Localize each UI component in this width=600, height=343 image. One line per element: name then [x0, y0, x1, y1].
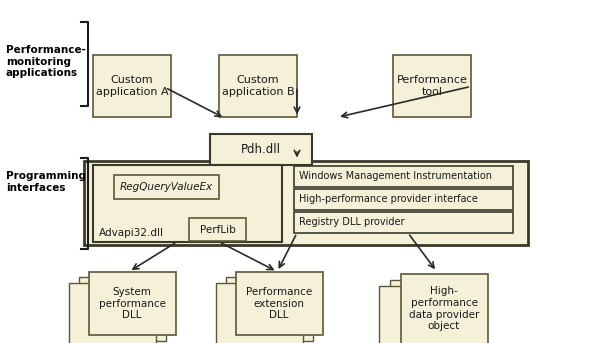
- FancyBboxPatch shape: [294, 189, 513, 210]
- FancyBboxPatch shape: [89, 272, 176, 335]
- Text: High-
performance
data provider
object: High- performance data provider object: [409, 286, 479, 331]
- FancyBboxPatch shape: [79, 277, 166, 341]
- Text: Custom
application B: Custom application B: [221, 75, 295, 96]
- FancyBboxPatch shape: [226, 277, 313, 341]
- FancyBboxPatch shape: [210, 134, 312, 165]
- Text: System
performance
DLL: System performance DLL: [98, 287, 166, 320]
- FancyBboxPatch shape: [390, 280, 476, 343]
- FancyBboxPatch shape: [114, 175, 219, 199]
- FancyBboxPatch shape: [393, 55, 471, 117]
- Text: Pdh.dll: Pdh.dll: [241, 143, 281, 156]
- FancyBboxPatch shape: [217, 283, 304, 343]
- FancyBboxPatch shape: [235, 272, 323, 335]
- Text: Performance
tool: Performance tool: [397, 75, 467, 96]
- Text: Custom
application A: Custom application A: [95, 75, 169, 96]
- FancyBboxPatch shape: [70, 283, 156, 343]
- Text: Registry DLL provider: Registry DLL provider: [299, 217, 404, 227]
- Text: Windows Management Instrumentation: Windows Management Instrumentation: [299, 171, 492, 181]
- Text: Performance-
monitoring
applications: Performance- monitoring applications: [6, 45, 86, 78]
- Text: RegQueryValueEx: RegQueryValueEx: [120, 182, 213, 192]
- FancyBboxPatch shape: [93, 55, 171, 117]
- FancyBboxPatch shape: [379, 286, 466, 343]
- Text: PerfLib: PerfLib: [200, 225, 235, 235]
- FancyBboxPatch shape: [219, 55, 297, 117]
- FancyBboxPatch shape: [93, 165, 282, 242]
- FancyBboxPatch shape: [294, 166, 513, 187]
- FancyBboxPatch shape: [189, 218, 246, 241]
- Text: Advapi32.dll: Advapi32.dll: [99, 228, 164, 238]
- Text: Performance
extension
DLL: Performance extension DLL: [246, 287, 312, 320]
- Text: Programming
interfaces: Programming interfaces: [6, 171, 86, 192]
- FancyBboxPatch shape: [84, 161, 528, 245]
- FancyBboxPatch shape: [294, 212, 513, 233]
- Text: High-performance provider interface: High-performance provider interface: [299, 194, 478, 204]
- FancyBboxPatch shape: [401, 274, 487, 343]
